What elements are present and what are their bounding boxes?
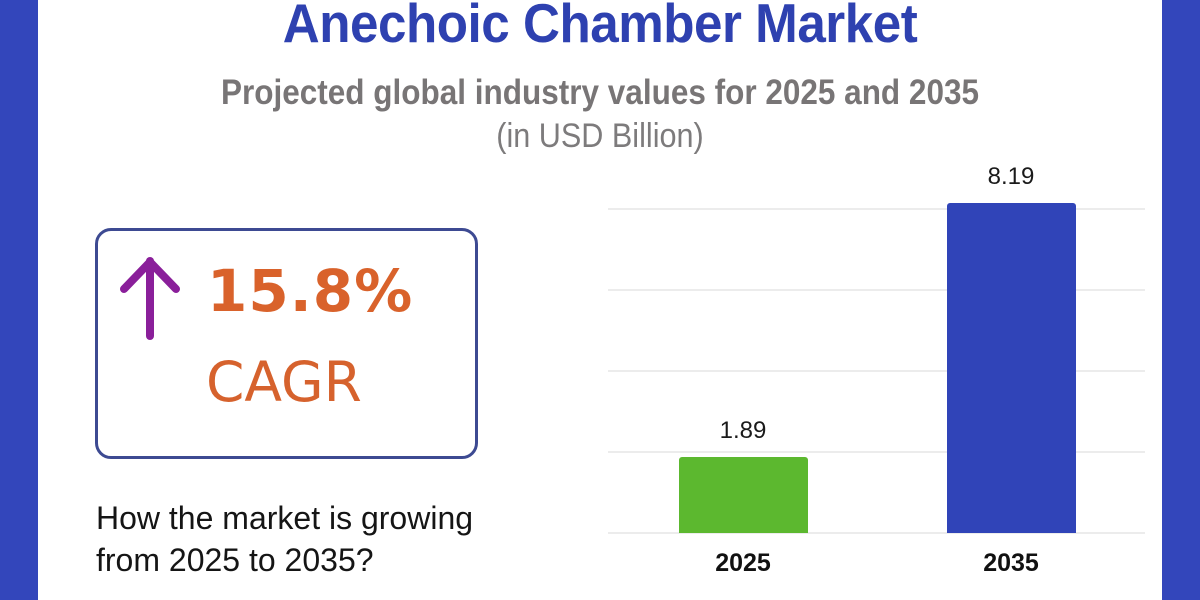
page-title: Anechoic Chamber Market	[282, 0, 918, 54]
frame-left-border	[0, 0, 38, 600]
gridline	[608, 451, 1145, 453]
bar-chart: 1.89 8.19 2025 2035	[608, 150, 1145, 590]
growth-question: How the market is growing from 2025 to 2…	[96, 497, 516, 581]
bar-value-label-2025: 1.89	[719, 417, 767, 444]
frame-right-border	[1162, 0, 1200, 600]
bar-2035	[946, 203, 1076, 533]
cagr-label: CAGR	[206, 350, 362, 414]
bar-2025	[678, 457, 808, 533]
gridline	[608, 208, 1145, 210]
unit-label: (in USD Billion)	[496, 117, 704, 155]
growth-question-line-2: from 2025 to 2035?	[96, 542, 374, 578]
page-subtitle: Projected global industry values for 202…	[220, 73, 980, 112]
bar-value-label-2035: 8.19	[987, 163, 1035, 190]
gridline	[608, 370, 1145, 372]
growth-question-line-1: How the market is growing	[96, 500, 474, 536]
gridline	[608, 289, 1145, 291]
chart-baseline	[608, 532, 1145, 534]
arrow-up-icon	[120, 257, 180, 340]
x-axis-label-2035: 2035	[983, 549, 1039, 577]
x-axis-label-2025: 2025	[715, 549, 771, 577]
cagr-value: 15.8%	[207, 257, 414, 325]
